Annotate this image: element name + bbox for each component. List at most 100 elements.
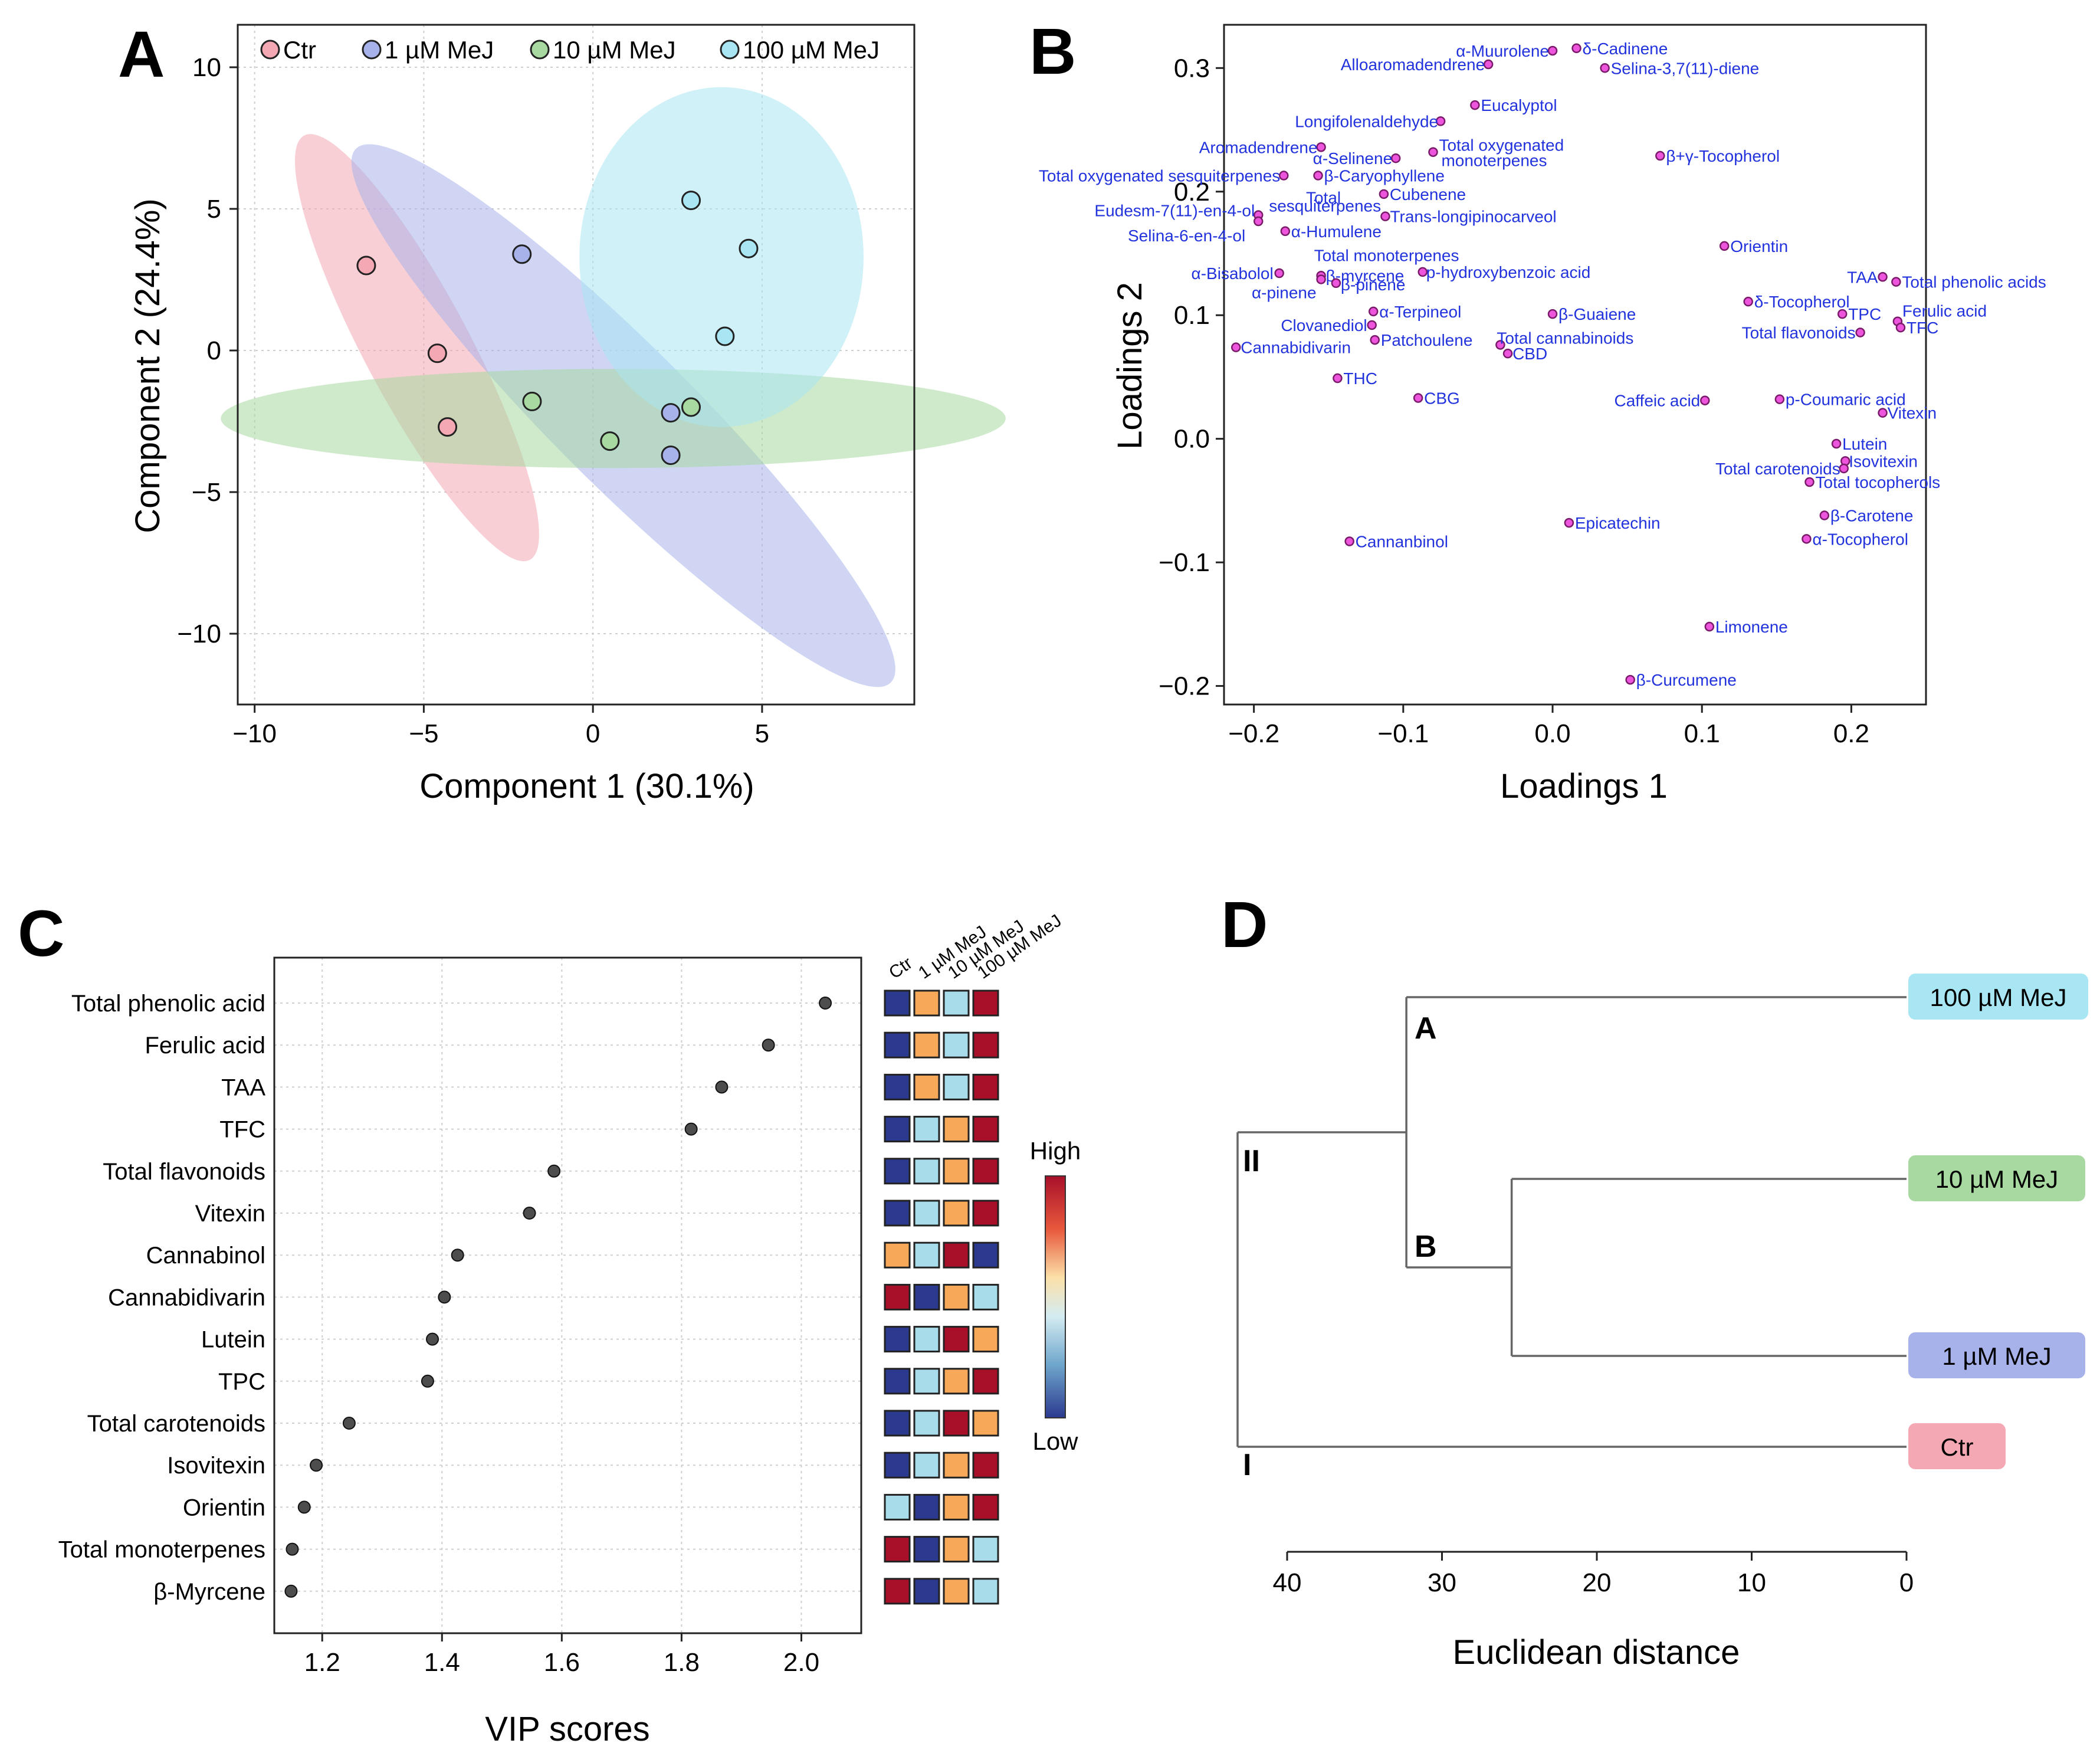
b-loading-label-29: δ-Tocopherol (1754, 293, 1850, 311)
c-color-scale-bar (1045, 1175, 1066, 1418)
c-heat-cell-13-2 (943, 1536, 970, 1563)
b-loading-point-29 (1743, 296, 1753, 307)
c-variable-label-12: Orientin (183, 1495, 265, 1521)
b-ytick-label-0: −0.2 (1159, 672, 1210, 701)
b-loading-label-30: α-Terpineol (1379, 303, 1461, 321)
c-heat-cell-11-2 (943, 1451, 970, 1479)
b-loading-point-28 (1891, 277, 1901, 287)
b-loading-point-19 (1280, 226, 1291, 237)
d-xtick-label-0: 40 (1273, 1568, 1302, 1597)
c-vip-dot-11 (310, 1459, 323, 1472)
b-loading-label-34: Clovanediol (1281, 316, 1367, 335)
b-loading-point-22 (1274, 268, 1284, 278)
c-axis-ticks: 1.2 1.4 1.6 1.8 2.0 (304, 1633, 819, 1677)
b-loading-label-4: Eucalyptol (1481, 96, 1557, 114)
c-variable-label-14: β-Myrcene (153, 1579, 265, 1605)
b-loading-point-38 (1495, 340, 1505, 350)
b-loading-label-26: β-pinene (1341, 276, 1406, 294)
c-variable-label-4: Total flavonoids (103, 1159, 265, 1185)
c-heat-cell-14-0 (884, 1578, 911, 1605)
b-ytick-label-4: 0.2 (1174, 178, 1210, 207)
d-distance-axis: 40 30 20 10 0 (1273, 1551, 1914, 1597)
b-loading-label-10: β+γ-Tocopherol (1666, 147, 1780, 165)
a-point-1-0 (512, 244, 532, 264)
b-loading-label-46: Lutein (1842, 435, 1887, 453)
c-heat-cell-12-0 (884, 1493, 911, 1521)
b-ytick-label-2: 0.0 (1174, 425, 1210, 454)
c-scale-high-label: High (1030, 1137, 1081, 1165)
c-heat-cell-7-0 (884, 1283, 911, 1310)
c-vip-dot-10 (342, 1417, 356, 1430)
c-heat-cell-12-1 (913, 1493, 940, 1521)
c-heat-cell-4-2 (943, 1158, 970, 1185)
a-ytick-label-1: −5 (192, 478, 221, 507)
b-loading-label-9: α-Selinene (1313, 149, 1393, 168)
b-loading-label-47: Isovitexin (1849, 452, 1918, 470)
b-loading-label-27: TAA (1847, 268, 1878, 286)
b-loading-point-51 (1564, 517, 1574, 528)
b-xtick-label-1: −0.1 (1377, 719, 1429, 748)
b-ytick-label-5: 0.3 (1174, 54, 1210, 83)
c-xtick-label-3: 1.8 (664, 1648, 700, 1677)
b-loading-label-11: Total oxygenated sesquiterpenes (1039, 167, 1280, 185)
b-loading-point-44 (1774, 394, 1785, 404)
c-xtick-label-4: 2.0 (783, 1648, 819, 1677)
c-vip-dot-0 (819, 997, 832, 1010)
b-axis-ticks: −0.2 −0.1 0.0 0.1 0.2 −0.2 −0.1 0.0 0.1 0.2 0.3 (1159, 54, 1869, 748)
d-leaf-labels: 100 µM MeJ 10 µM MeJ 1 µM MeJ Ctr (1908, 974, 2088, 1469)
panel-letter-b: B (1029, 15, 1076, 88)
b-loading-point-9 (1390, 153, 1401, 163)
b-loading-point-43 (1700, 395, 1710, 405)
b-loading-point-17 (1380, 211, 1390, 221)
a-legend-marker-1 (362, 40, 382, 60)
a-confidence-ellipses (221, 87, 1006, 687)
d-leaf-label-3: Ctr (1941, 1433, 1974, 1461)
c-heat-cell-8-1 (913, 1326, 940, 1353)
c-variable-label-1: Ferulic acid (145, 1033, 265, 1059)
c-heat-cell-1-1 (913, 1031, 940, 1059)
a-axis-ticks: −10 −5 0 5 −10 −5 0 5 10 (177, 53, 769, 748)
c-variable-label-9: TPC (218, 1369, 265, 1395)
b-loading-label-51: Epicatechin (1575, 514, 1661, 532)
a-xtick-label-2: 0 (586, 719, 600, 748)
c-vip-dots (284, 997, 832, 1598)
b-loading-point-14 (1379, 189, 1389, 199)
b-loading-point-4 (1470, 100, 1480, 110)
b-loading-point-37 (1370, 335, 1380, 345)
c-xtick-label-1: 1.4 (424, 1648, 460, 1677)
c-heat-cell-9-1 (913, 1368, 940, 1395)
d-leaf-box-3 (1908, 1423, 2006, 1469)
b-loading-label-13: Total (1306, 188, 1341, 207)
b-loading-label-21: Total monoterpenes (1314, 246, 1459, 264)
b-loading-label-44: p-Coumaric acid (1786, 391, 1906, 409)
c-vip-dot-3 (684, 1122, 698, 1136)
b-loading-label-19: α-Humulene (1291, 222, 1382, 241)
b-loading-label-20: Orientin (1730, 237, 1788, 255)
a-point-2-2 (681, 397, 701, 417)
b-loading-label-55: β-Curcumene (1636, 671, 1737, 689)
c-variable-label-7: Cannabidivarin (108, 1285, 265, 1310)
c-heat-cell-3-1 (913, 1116, 940, 1143)
c-vip-dot-7 (438, 1290, 451, 1304)
b-loading-point-11 (1279, 171, 1289, 181)
vip-score-plot: 1.2 1.4 1.6 1.8 2.0 Total phenolic acid Ferul… (58, 911, 1081, 1748)
b-loading-point-10 (1655, 150, 1665, 161)
c-heat-cell-1-3 (972, 1031, 999, 1059)
d-cluster-b-label: B (1415, 1230, 1437, 1264)
b-loading-point-26 (1331, 278, 1341, 289)
c-heat-cell-10-0 (884, 1410, 911, 1437)
b-loading-label-12: β-Caryophyllene (1324, 167, 1445, 185)
a-point-0-1 (427, 343, 447, 363)
b-loading-label-35: TFC (1907, 319, 1938, 337)
b-loading-point-50 (1819, 510, 1830, 520)
d-leaf-box-1 (1908, 1155, 2085, 1201)
c-vip-dot-13 (286, 1542, 299, 1556)
d-leaf-box-2 (1908, 1332, 2085, 1378)
b-loading-point-20 (1719, 241, 1730, 251)
b-loading-label-32: TPC (1848, 305, 1881, 323)
c-heat-cell-13-3 (972, 1536, 999, 1563)
a-x-axis-title: Component 1 (30.1%) (419, 767, 754, 805)
c-x-axis-title: VIP scores (485, 1710, 649, 1748)
c-heat-cell-5-2 (943, 1200, 970, 1227)
